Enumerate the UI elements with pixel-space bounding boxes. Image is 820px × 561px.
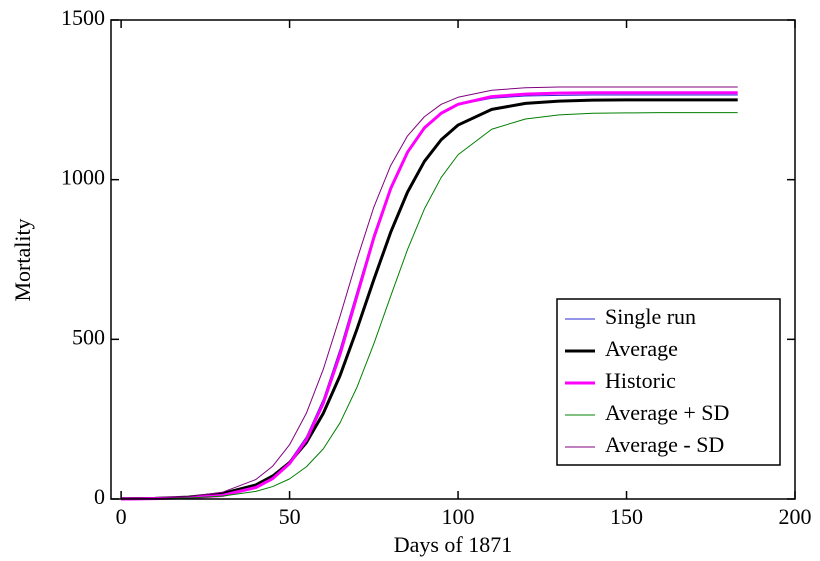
series-line xyxy=(121,112,738,500)
legend-label: Average xyxy=(605,336,678,361)
legend-label: Single run xyxy=(605,304,696,329)
x-axis-label: Days of 1871 xyxy=(394,532,513,557)
x-tick-label: 150 xyxy=(610,504,643,529)
y-tick-label: 1000 xyxy=(61,165,105,190)
x-tick-label: 200 xyxy=(779,504,812,529)
series-line xyxy=(121,86,738,500)
series-line xyxy=(121,98,738,501)
x-tick-label: 0 xyxy=(116,504,127,529)
y-axis-label: Mortality xyxy=(10,218,35,301)
legend-label: Historic xyxy=(605,368,676,393)
x-tick-label: 100 xyxy=(442,504,475,529)
legend-label: Average - SD xyxy=(605,432,724,457)
y-tick-label: 500 xyxy=(72,324,105,349)
y-tick-label: 0 xyxy=(94,484,105,509)
series-line xyxy=(121,91,738,501)
y-tick-label: 1500 xyxy=(61,5,105,30)
plot-frame xyxy=(110,19,796,500)
x-tick-label: 50 xyxy=(279,504,301,529)
legend-label: Average + SD xyxy=(605,400,729,425)
